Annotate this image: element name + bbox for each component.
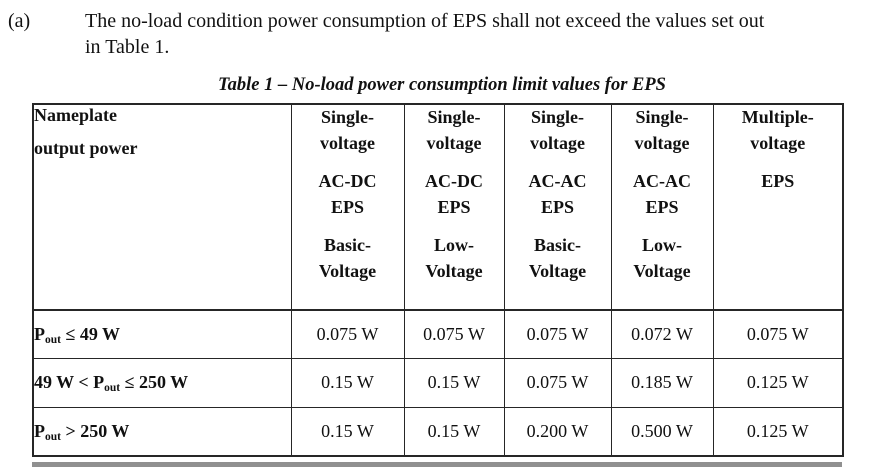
row-label: Pout > 250 W — [32, 406, 292, 457]
table-cell: 0.075 W — [290, 309, 405, 359]
column-header-multiple-voltage: Multiple- voltage EPS — [712, 103, 844, 311]
header-line: Basic- — [324, 235, 371, 256]
header-line: Multiple- — [741, 107, 814, 127]
table-cell: 0.15 W — [290, 357, 405, 408]
clause-letter: (a) — [8, 10, 31, 32]
clause-line-2: in Table 1. — [85, 36, 170, 58]
header-line: EPS — [540, 196, 574, 217]
column-header-ac-dc-low: Single- voltage AC-DC EPS Low- Voltage — [403, 103, 505, 311]
header-row: Nameplate output power Single- voltage A… — [32, 103, 844, 311]
corner-header-line2: output power — [34, 138, 138, 158]
header-line: Voltage — [425, 260, 483, 281]
header-line: voltage — [320, 132, 375, 153]
table-cell: 0.500 W — [610, 406, 714, 457]
row-label-text: 49 W < P — [34, 372, 105, 392]
header-line: AC-DC — [425, 171, 483, 192]
table-cell: 0.15 W — [290, 406, 405, 457]
row-label-text: ≤ 250 W — [120, 372, 189, 392]
row-label: 49 W < Pout ≤ 250 W — [32, 357, 292, 408]
row-label-subscript: out — [104, 382, 121, 394]
table-cell: 0.075 W — [712, 309, 844, 359]
corner-header-line1: Nameplate — [34, 105, 117, 125]
header-line: voltage — [426, 132, 482, 153]
row-label-text: P — [34, 420, 45, 441]
row-label: Pout ≤ 49 W — [32, 309, 292, 359]
table-cell: 0.185 W — [610, 357, 714, 408]
header-line: AC-AC — [528, 171, 587, 192]
clause-line-1: The no-load condition power consumption … — [85, 10, 765, 32]
header-line: Single- — [427, 107, 481, 127]
table-cell: 0.15 W — [403, 357, 505, 408]
table-cell: 0.125 W — [712, 406, 844, 457]
header-line: AC-AC — [633, 171, 691, 192]
header-line: voltage — [750, 132, 806, 153]
header-line: Basic- — [534, 235, 581, 256]
table-cell: 0.075 W — [503, 309, 612, 359]
table-row: 49 W < Pout ≤ 250 W 0.15 W 0.15 W 0.075 … — [32, 357, 844, 408]
clause-a: (a) The no-load condition power consumpt… — [0, 0, 884, 60]
header-line: Single- — [635, 107, 689, 127]
row-label-text: > 250 W — [60, 420, 130, 441]
table-cell: 0.200 W — [503, 406, 612, 457]
column-header-ac-dc-basic: Single- voltage AC-DC EPS Basic- Voltage — [290, 103, 405, 311]
column-header-ac-ac-basic: Single- voltage AC-AC EPS Basic- Voltage — [503, 103, 612, 311]
header-line: voltage — [634, 132, 690, 153]
header-line: EPS — [761, 171, 795, 192]
header-line: Voltage — [633, 260, 691, 281]
table-caption: Table 1 – No-load power consumption limi… — [218, 75, 666, 95]
table-cell: 0.125 W — [712, 357, 844, 408]
row-label-subscript: out — [45, 430, 61, 443]
corner-header: Nameplate output power — [32, 103, 292, 311]
table-row: Pout > 250 W 0.15 W 0.15 W 0.200 W 0.500… — [32, 406, 844, 457]
table-cell: 0.15 W — [403, 406, 505, 457]
row-label-text: P — [34, 323, 45, 344]
header-line: AC-DC — [318, 171, 377, 192]
header-line: Voltage — [528, 260, 587, 281]
header-line: EPS — [330, 196, 364, 217]
header-line: EPS — [645, 196, 679, 217]
row-label-text: ≤ 49 W — [60, 323, 121, 344]
table-cell: 0.075 W — [503, 357, 612, 408]
header-line: Low- — [434, 235, 474, 256]
header-line: Voltage — [318, 260, 377, 281]
eps-limits-table: Nameplate output power Single- voltage A… — [32, 103, 844, 457]
row-label-subscript: out — [45, 333, 61, 346]
header-line: Low- — [642, 235, 682, 256]
table-cell: 0.072 W — [610, 309, 714, 359]
clause-paragraph: The no-load condition power consumption … — [85, 8, 764, 60]
table-row: Pout ≤ 49 W 0.075 W 0.075 W 0.075 W 0.07… — [32, 309, 844, 359]
column-header-ac-ac-low: Single- voltage AC-AC EPS Low- Voltage — [610, 103, 714, 311]
header-line: Single- — [320, 107, 374, 127]
header-line: Single- — [530, 107, 584, 127]
table-bottom-shadow — [32, 462, 842, 467]
header-line: voltage — [530, 132, 585, 153]
header-line: EPS — [437, 196, 471, 217]
table-cell: 0.075 W — [403, 309, 505, 359]
